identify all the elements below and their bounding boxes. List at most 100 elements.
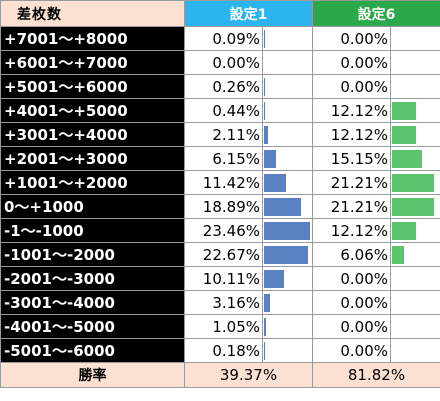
setting1-bar-cell bbox=[262, 50, 313, 75]
setting1-percent: 23.46% bbox=[184, 218, 263, 243]
setting1-bar bbox=[264, 246, 309, 264]
setting1-percent: 0.00% bbox=[184, 50, 263, 75]
setting6-bar-cell bbox=[390, 314, 440, 339]
range-label: -3001～-4000 bbox=[0, 290, 185, 315]
table-row: -1～-1000 23.46% 12.12% bbox=[0, 218, 440, 243]
range-column-header: 差枚数 bbox=[0, 0, 185, 27]
table-row: +2001～+3000 6.15% 15.15% bbox=[0, 146, 440, 171]
setting1-bar bbox=[264, 102, 265, 120]
setting6-bar bbox=[392, 174, 434, 192]
setting6-percent: 12.12% bbox=[312, 98, 391, 123]
setting1-percent: 1.05% bbox=[184, 314, 263, 339]
setting6-percent: 21.21% bbox=[312, 194, 391, 219]
setting6-bar bbox=[392, 150, 422, 168]
setting1-bar-cell bbox=[262, 98, 313, 123]
setting1-bar bbox=[264, 222, 310, 240]
table-body: +7001～+8000 0.09% 0.00% +6001～+7000 0.00% 0.0… bbox=[0, 26, 440, 363]
setting1-bar-cell bbox=[262, 314, 313, 339]
setting6-bar-cell bbox=[390, 122, 440, 147]
range-label: +5001～+6000 bbox=[0, 74, 185, 99]
setting6-percent: 12.12% bbox=[312, 122, 391, 147]
setting6-percent: 0.00% bbox=[312, 314, 391, 339]
range-label: -4001～-5000 bbox=[0, 314, 185, 339]
win-rate-row: 勝率 39.37% 81.82% bbox=[0, 362, 440, 388]
setting1-percent: 0.26% bbox=[184, 74, 263, 99]
range-label: 0～+1000 bbox=[0, 194, 185, 219]
setting6-bar bbox=[392, 198, 434, 216]
range-label: +2001～+3000 bbox=[0, 146, 185, 171]
setting1-percent: 10.11% bbox=[184, 266, 263, 291]
setting1-bar-cell bbox=[262, 338, 313, 363]
setting6-bar-cell bbox=[390, 218, 440, 243]
setting6-percent: 0.00% bbox=[312, 266, 391, 291]
setting6-bar-cell bbox=[390, 74, 440, 99]
setting1-bar-cell bbox=[262, 122, 313, 147]
table-row: +3001～+4000 2.11% 12.12% bbox=[0, 122, 440, 147]
setting1-percent: 6.15% bbox=[184, 146, 263, 171]
range-label: +6001～+7000 bbox=[0, 50, 185, 75]
setting6-bar bbox=[392, 246, 404, 264]
setting6-column-header: 設定6 bbox=[312, 0, 440, 27]
table-row: +7001～+8000 0.09% 0.00% bbox=[0, 26, 440, 51]
range-label: -1～-1000 bbox=[0, 218, 185, 243]
table-row: -4001～-5000 1.05% 0.00% bbox=[0, 314, 440, 339]
setting1-percent: 3.16% bbox=[184, 290, 263, 315]
setting1-bar bbox=[264, 150, 277, 168]
setting6-percent: 0.00% bbox=[312, 74, 391, 99]
setting6-bar-cell bbox=[390, 26, 440, 51]
setting1-column-header: 設定1 bbox=[184, 0, 313, 27]
setting1-bar-cell bbox=[262, 242, 313, 267]
header-row: 差枚数 設定1 設定6 bbox=[0, 0, 440, 27]
setting6-bar-cell bbox=[390, 50, 440, 75]
setting6-bar bbox=[392, 102, 416, 120]
table-row: -3001～-4000 3.16% 0.00% bbox=[0, 290, 440, 315]
range-label: +7001～+8000 bbox=[0, 26, 185, 51]
setting6-bar-cell bbox=[390, 98, 440, 123]
setting6-percent: 15.15% bbox=[312, 146, 391, 171]
setting1-percent: 0.09% bbox=[184, 26, 263, 51]
setting1-bar-cell bbox=[262, 74, 313, 99]
setting1-percent: 11.42% bbox=[184, 170, 263, 195]
setting6-bar-cell bbox=[390, 242, 440, 267]
setting1-percent: 2.11% bbox=[184, 122, 263, 147]
setting1-bar bbox=[264, 294, 271, 312]
range-label: -1001～-2000 bbox=[0, 242, 185, 267]
setting6-bar bbox=[392, 222, 416, 240]
setting1-percent: 0.44% bbox=[184, 98, 263, 123]
table-row: 0～+1000 18.89% 21.21% bbox=[0, 194, 440, 219]
setting1-bar-cell bbox=[262, 146, 313, 171]
setting6-bar-cell bbox=[390, 194, 440, 219]
setting6-bar-cell bbox=[390, 290, 440, 315]
range-label: -5001～-6000 bbox=[0, 338, 185, 363]
setting6-percent: 21.21% bbox=[312, 170, 391, 195]
setting1-percent: 0.18% bbox=[184, 338, 263, 363]
setting1-bar-cell bbox=[262, 194, 313, 219]
setting6-bar-cell bbox=[390, 146, 440, 171]
setting6-percent: 6.06% bbox=[312, 242, 391, 267]
range-label: -2001～-3000 bbox=[0, 266, 185, 291]
setting1-percent: 22.67% bbox=[184, 242, 263, 267]
setting1-bar-cell bbox=[262, 170, 313, 195]
setting6-bar bbox=[392, 126, 416, 144]
setting1-bar bbox=[264, 270, 284, 288]
table-row: +6001～+7000 0.00% 0.00% bbox=[0, 50, 440, 75]
setting6-bar-cell bbox=[390, 170, 440, 195]
setting1-bar bbox=[264, 318, 267, 336]
payout-distribution-table: 差枚数 設定1 設定6 +7001～+8000 0.09% 0.00% +6001～+… bbox=[0, 0, 440, 388]
win-rate-setting6: 81.82% bbox=[312, 362, 440, 388]
setting6-percent: 0.00% bbox=[312, 290, 391, 315]
table-row: +4001～+5000 0.44% 12.12% bbox=[0, 98, 440, 123]
setting6-bar-cell bbox=[390, 266, 440, 291]
table-row: -2001～-3000 10.11% 0.00% bbox=[0, 266, 440, 291]
setting1-bar bbox=[264, 198, 302, 216]
setting6-percent: 0.00% bbox=[312, 50, 391, 75]
range-label: +1001～+2000 bbox=[0, 170, 185, 195]
table-row: -5001～-6000 0.18% 0.00% bbox=[0, 338, 440, 363]
range-label: +3001～+4000 bbox=[0, 122, 185, 147]
setting6-percent: 0.00% bbox=[312, 338, 391, 363]
setting1-bar bbox=[264, 174, 287, 192]
setting1-bar-cell bbox=[262, 266, 313, 291]
setting1-percent: 18.89% bbox=[184, 194, 263, 219]
setting1-bar bbox=[264, 126, 269, 144]
table-row: +1001～+2000 11.42% 21.21% bbox=[0, 170, 440, 195]
